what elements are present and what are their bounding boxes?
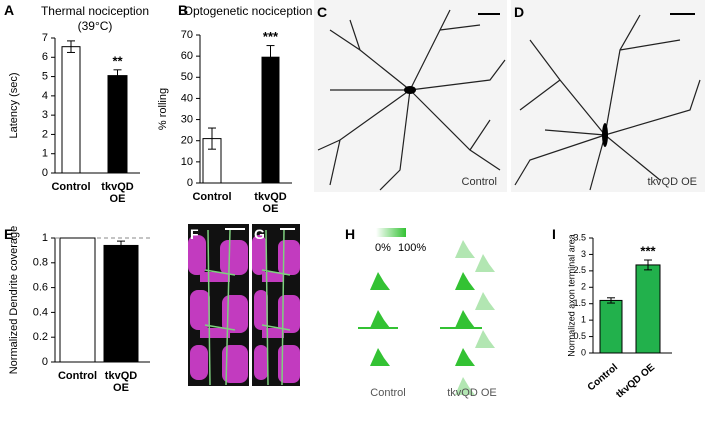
bar [103,244,139,363]
panel-label: C [317,4,328,20]
panel-label: H [345,226,356,242]
y-tick-label: 20 [181,135,193,147]
panel-label: E [4,226,14,242]
significance: ** [112,53,123,68]
y-tick-label: 40 [181,92,193,104]
y-tick-label: 1 [581,315,586,325]
y-tick-label: 4 [42,90,48,102]
y-tick-label: 60 [181,50,193,62]
y-tick-label: 0.8 [33,257,48,269]
y-tick-label: 0 [581,347,586,357]
x-tick-label: tkvQD OE [101,181,134,205]
y-tick-label: 3.5 [573,232,586,242]
bar [107,75,128,174]
legend-label: 0% [375,242,391,254]
y-tick-label: 0.4 [33,306,48,318]
y-tick-label: 6 [42,51,48,63]
bar [599,299,623,354]
chart-title: Thermal nociception [41,4,149,18]
bar [59,237,96,363]
significance: *** [640,243,656,258]
bar [261,56,280,184]
image-label: Control [462,176,497,188]
y-tick-label: 1 [42,232,48,244]
y-tick-label: 3 [42,109,48,121]
chart-subtitle: (39°C) [78,19,113,33]
chart-title: Optogenetic nociception [184,4,313,18]
y-axis-label: Latency (sec) [8,72,20,138]
micrograph-g [252,224,300,386]
y-axis-label: % rolling [157,88,169,130]
y-tick-label: 0.6 [33,282,48,294]
legend-label: 100% [398,242,426,254]
significance: *** [263,29,279,44]
y-tick-label: 0 [42,167,48,179]
panel-label: D [514,4,525,20]
group-label: Control [370,387,405,399]
x-tick-label: Control [57,370,98,382]
bar [61,46,81,174]
y-tick-label: 0 [187,177,193,189]
x-tick-label: tkvQD OE [254,191,287,215]
y-tick-label: 10 [181,156,193,168]
y-tick-label: 70 [181,29,193,41]
y-tick-label: 0.5 [573,331,586,341]
schematic-h [358,228,495,395]
micrograph-f [188,224,249,386]
y-tick-label: 1 [42,148,48,160]
y-tick-label: 3 [581,249,586,259]
y-tick-label: 2 [581,282,586,292]
panel-label: I [552,226,556,242]
y-tick-label: 0 [42,356,48,368]
panel-label: A [4,2,15,18]
x-tick-label: Control [51,181,91,193]
micrograph-d [511,0,705,192]
y-tick-label: 50 [181,71,193,83]
y-axis-label: Normalized axon terminal area [566,234,576,357]
bar [635,264,661,354]
y-tick-label: 1.5 [573,298,586,308]
group-label: tkvQD OE [447,387,497,399]
panel-label: F [190,226,199,242]
panel-label: B [178,2,189,18]
y-tick-label: 7 [42,32,48,44]
image-label: tkvQD OE [647,176,697,188]
y-tick-label: 0.2 [33,331,48,343]
y-tick-label: 5 [42,70,48,82]
y-axis-label: Normalized Dendrite coverage [8,226,20,375]
x-tick-label: tkvQD OE [104,370,138,394]
y-tick-label: 30 [181,113,193,125]
micrograph-c [314,0,507,192]
y-tick-label: 2 [42,128,48,140]
panel-label: G [254,226,265,242]
y-tick-label: 2.5 [573,265,586,275]
x-tick-label: Control [192,191,232,203]
